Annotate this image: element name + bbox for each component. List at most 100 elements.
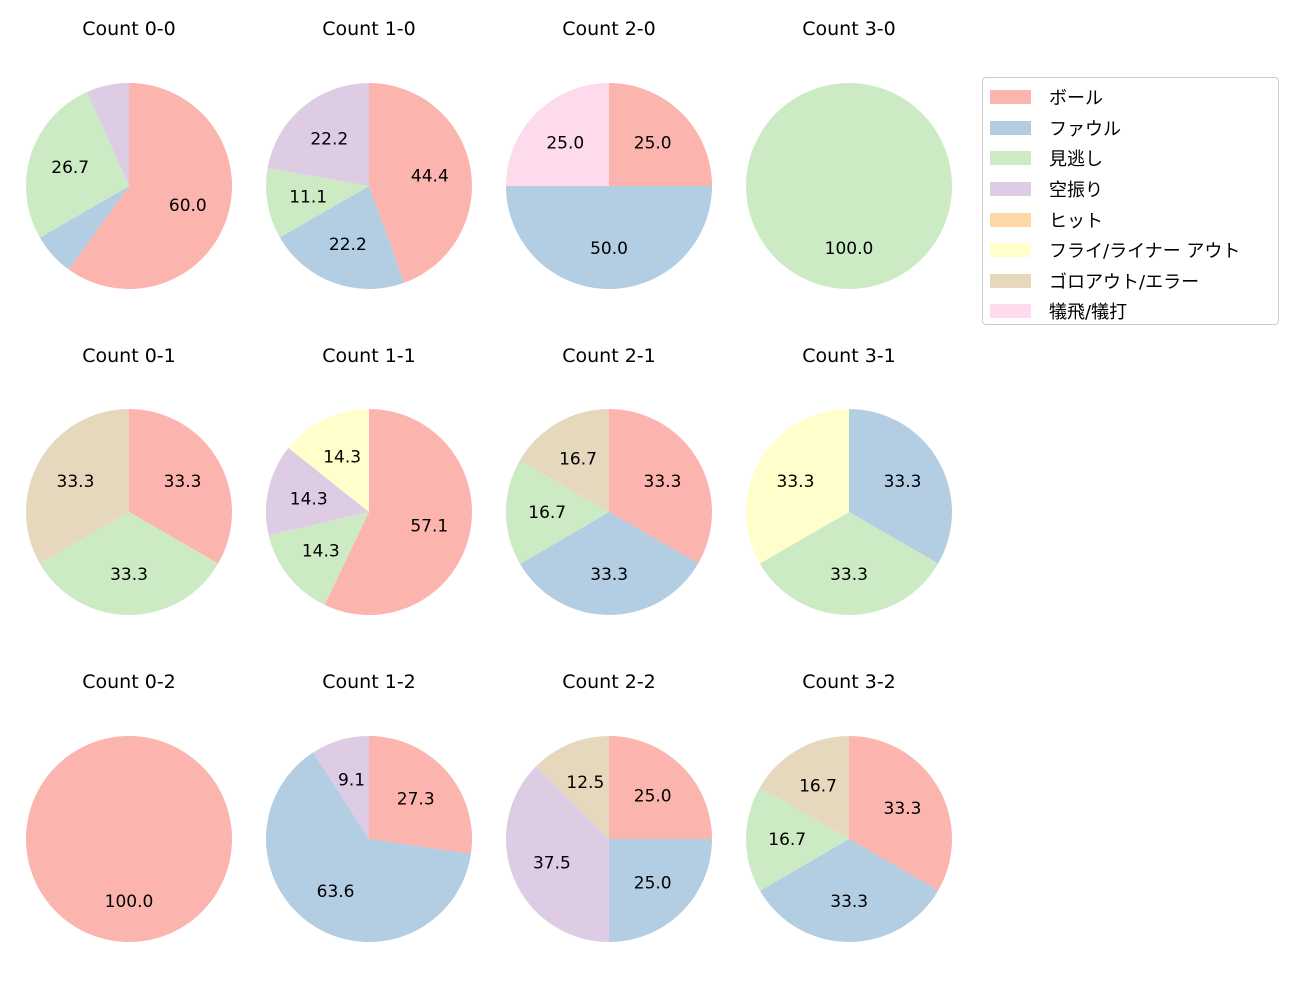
slice-label: 33.3 [884, 799, 922, 819]
pie-title: Count 1-2 [322, 671, 416, 693]
pie-title: Count 0-2 [82, 671, 176, 693]
legend: ボールファウル見逃し 空振りヒットフライ/ライナー アウト ゴロアウト/エラー 犠飛/… [982, 77, 1279, 325]
legend-label: フライ/ライナー アウト [1049, 241, 1241, 263]
slice-label: 16.7 [559, 450, 597, 470]
pie-slice-2 [25, 91, 129, 238]
pie-slice-3 [313, 736, 369, 839]
slice-label: 16.7 [799, 777, 837, 797]
pie-slice-7 [506, 83, 609, 186]
pie-slice-0 [129, 409, 232, 564]
slice-label: 50.0 [590, 239, 628, 259]
pie-slice-6 [519, 409, 609, 512]
pie-slice-0 [609, 736, 712, 839]
slice-label: 22.2 [310, 130, 348, 150]
pie-slice-2 [506, 460, 609, 564]
pie-title: Count 1-0 [322, 18, 416, 40]
legend-swatch [990, 182, 1031, 197]
pie-title: Count 2-2 [562, 671, 656, 693]
slice-label: 37.5 [533, 854, 571, 874]
pie-slice-5 [745, 409, 849, 564]
pie-title: Count 2-1 [562, 345, 656, 367]
legend-item: ボール [983, 82, 1278, 113]
legend-label: ヒット [1049, 210, 1103, 232]
pie-slice-2 [268, 512, 369, 605]
pie-slice-1 [849, 409, 952, 564]
legend-item: ファウル [983, 113, 1278, 144]
pie-slice-0 [369, 83, 472, 283]
pie-slice-0 [609, 83, 712, 186]
legend-item: 見逃し [983, 143, 1278, 174]
pie-slice-6 [26, 409, 130, 564]
slice-label: 33.3 [644, 472, 682, 492]
legend-swatch [990, 273, 1031, 288]
pie-slice-2 [746, 83, 952, 289]
slice-label: 14.3 [290, 489, 328, 509]
pie-title: Count 1-1 [322, 345, 416, 367]
slice-label: 33.3 [830, 565, 868, 585]
pie-title: Count 3-0 [802, 18, 896, 40]
pie-slice-0 [369, 736, 472, 854]
slice-label: 25.0 [546, 133, 584, 153]
pie-title: Count 3-2 [802, 671, 896, 693]
legend-item: ゴロアウト/エラー [983, 266, 1278, 297]
pie-slice-1 [609, 839, 712, 942]
pie-title: Count 3-1 [802, 345, 896, 367]
slice-label: 63.6 [317, 882, 355, 902]
legend-item: 空振り [983, 174, 1278, 205]
pie-slice-5 [288, 409, 369, 512]
pie-slice-2 [39, 512, 219, 615]
slice-label: 16.7 [528, 503, 566, 523]
pie-slice-2 [746, 787, 849, 891]
pie-slice-3 [506, 766, 609, 942]
pie-slice-1 [39, 186, 129, 270]
slice-label: 60.0 [169, 196, 207, 216]
pie-slice-1 [520, 512, 699, 615]
pie-slice-2 [759, 512, 939, 615]
pie-slice-6 [536, 736, 609, 839]
pie-slice-0 [26, 736, 232, 942]
pie-slice-3 [86, 83, 129, 186]
legend-swatch [990, 304, 1031, 319]
legend-label: 犠飛/犠打 [1049, 302, 1128, 324]
slice-label: 33.3 [164, 472, 202, 492]
slice-label: 100.0 [105, 892, 154, 912]
slice-label: 33.3 [777, 472, 815, 492]
slice-label: 33.3 [830, 892, 868, 912]
pie-slice-6 [759, 736, 849, 839]
slice-label: 16.7 [768, 830, 806, 850]
legend-label: ファウル [1049, 118, 1121, 140]
legend-label: ゴロアウト/エラー [1049, 271, 1200, 293]
pie-slice-0 [68, 83, 232, 289]
slice-label: 57.1 [410, 517, 448, 537]
pie-slice-0 [324, 409, 472, 615]
slice-label: 9.1 [338, 771, 365, 791]
slice-label: 33.3 [110, 565, 148, 585]
pie-slice-0 [849, 736, 952, 891]
legend-swatch [990, 212, 1031, 227]
slice-label: 25.0 [634, 786, 672, 806]
slice-label: 14.3 [302, 542, 340, 562]
legend-item: ヒット [983, 204, 1278, 235]
pie-slice-1 [265, 752, 471, 942]
legend-swatch [990, 151, 1031, 166]
slice-label: 12.5 [566, 773, 604, 793]
pie-slice-2 [265, 168, 369, 238]
pie-slice-0 [609, 409, 712, 564]
pie-title: Count 0-1 [82, 345, 176, 367]
slice-label: 25.0 [634, 874, 672, 894]
pie-slice-1 [279, 186, 405, 289]
legend-label: ボール [1049, 88, 1103, 110]
slice-label: 33.3 [57, 472, 95, 492]
slice-label: 14.3 [323, 447, 361, 467]
pie-slice-3 [267, 83, 369, 186]
slice-label: 27.3 [397, 790, 435, 810]
slice-label: 33.3 [884, 472, 922, 492]
pie-slice-1 [760, 839, 939, 942]
legend-swatch [990, 120, 1031, 135]
slice-label: 26.7 [51, 158, 89, 178]
pie-title: Count 2-0 [562, 18, 656, 40]
slice-label: 33.3 [590, 565, 628, 585]
slice-label: 11.1 [289, 188, 327, 208]
